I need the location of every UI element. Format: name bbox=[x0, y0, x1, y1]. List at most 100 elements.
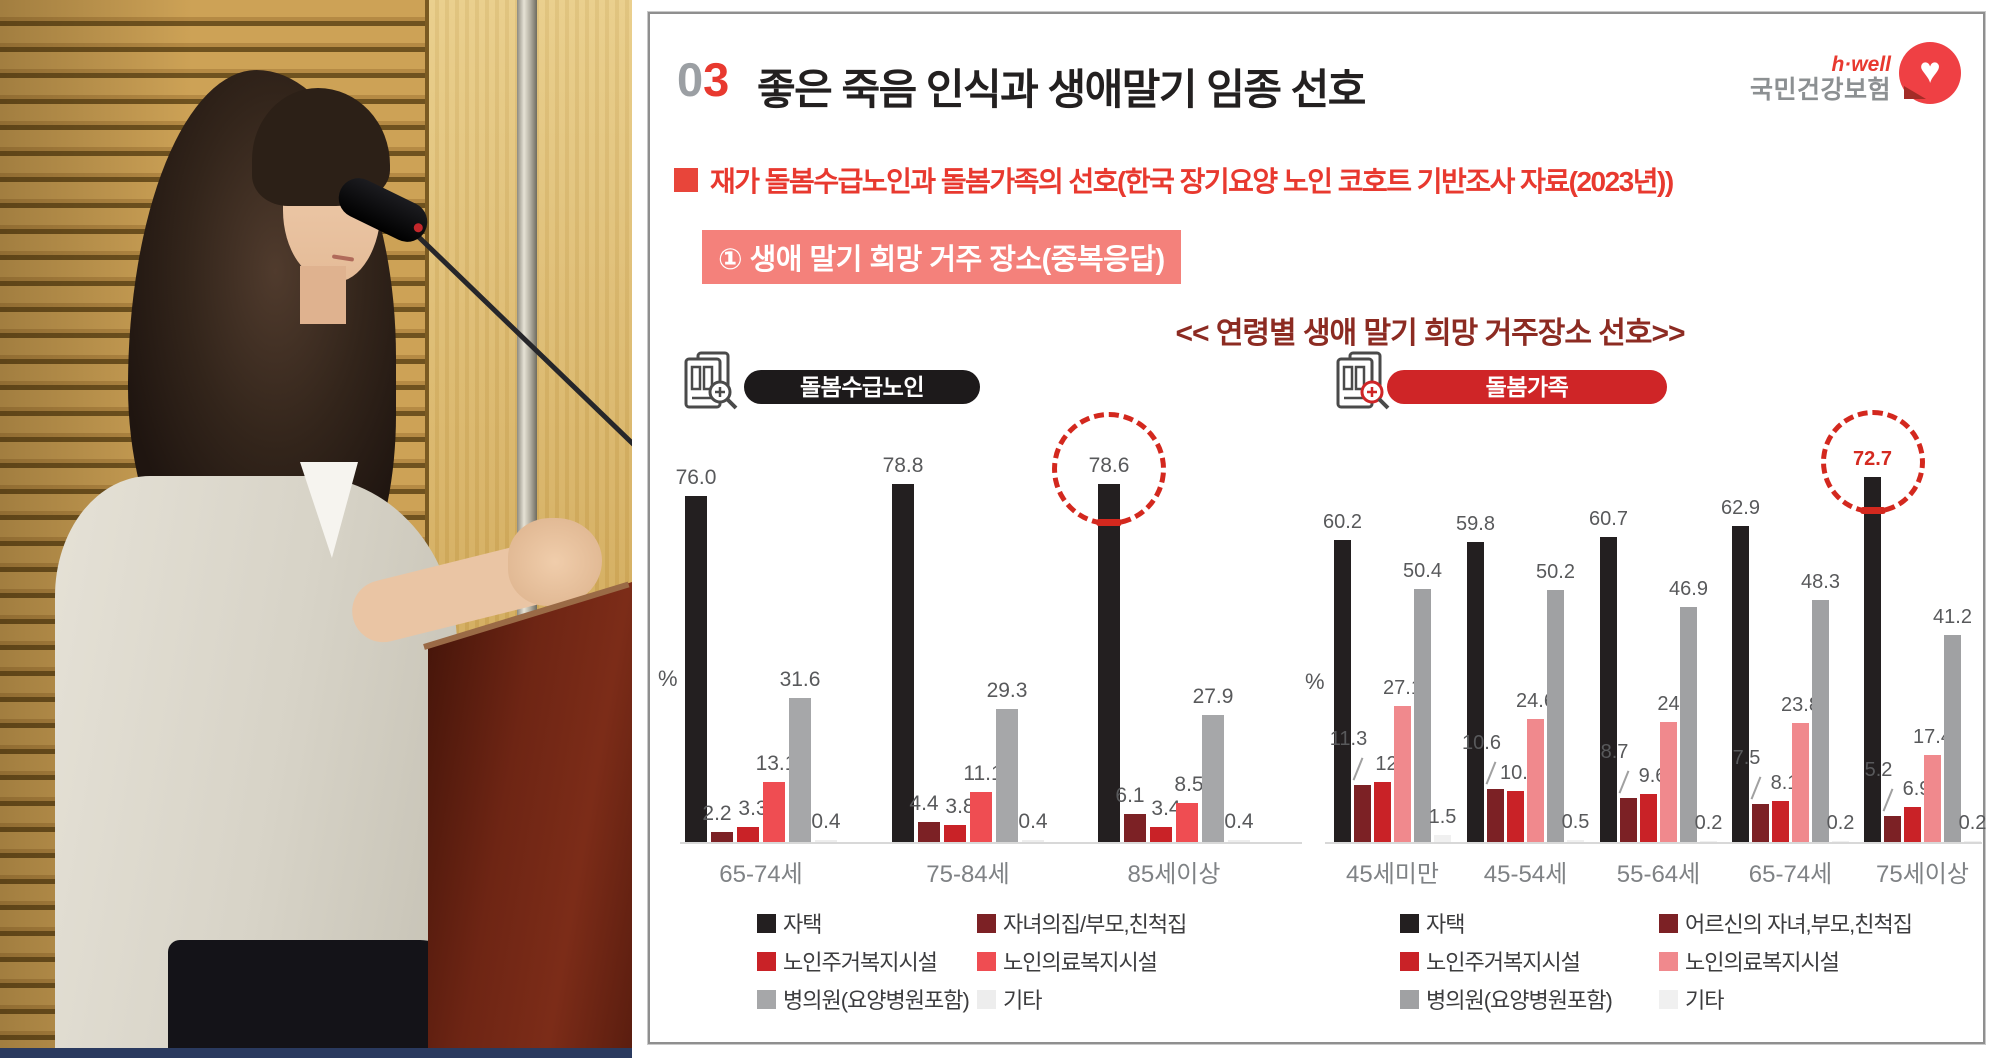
highlight-circle bbox=[1820, 410, 1925, 515]
bar bbox=[970, 791, 992, 842]
legend-swatch bbox=[1400, 951, 1419, 971]
legend-label: 노인의료복지시설 bbox=[1685, 950, 1840, 975]
bar bbox=[685, 496, 707, 842]
bar-value-label: 2.2 bbox=[702, 802, 732, 825]
bar bbox=[1547, 590, 1564, 842]
speaker-photo bbox=[0, 0, 632, 1058]
bar-value-label: 0.2 bbox=[1826, 811, 1855, 834]
bar bbox=[1202, 715, 1224, 842]
highlight-dash bbox=[1096, 519, 1122, 527]
bar bbox=[1414, 589, 1431, 842]
category-label: 45세미만 bbox=[1346, 861, 1439, 888]
bar bbox=[1150, 826, 1172, 842]
highlight-circle bbox=[1052, 412, 1166, 527]
survey-magnifier-icon bbox=[684, 351, 738, 410]
category-label: 55-64세 bbox=[1616, 861, 1701, 888]
bar-value-label: 13.1 bbox=[755, 752, 797, 776]
bar-value-label: 76.0 bbox=[675, 466, 717, 490]
bar-value-label: 1.5 bbox=[1428, 805, 1457, 828]
bar-value-label: 4.4 bbox=[909, 792, 939, 815]
bar bbox=[1467, 541, 1484, 842]
bar-value-label: 8.5 bbox=[1174, 773, 1204, 797]
bar-value-label: 24 bbox=[1657, 692, 1680, 715]
legend-item: 자택 bbox=[1400, 907, 1465, 939]
legend-item: 노인주거복지시설 bbox=[757, 945, 938, 977]
bar bbox=[1640, 793, 1657, 842]
legend-label: 노인의료복지시설 bbox=[1003, 950, 1158, 975]
brand-logo-text: h·well 국민건강보험 bbox=[1750, 53, 1891, 105]
bar-value-label: 50.4 bbox=[1403, 560, 1442, 582]
legend-item: 노인의료복지시설 bbox=[1659, 945, 1840, 977]
legend-swatch bbox=[1400, 913, 1419, 933]
bar bbox=[1884, 815, 1901, 842]
bar-value-label: 6.9 bbox=[1902, 778, 1931, 801]
legend-label: 병의원(요양병원포함) bbox=[1426, 988, 1613, 1013]
brand-name: h·well bbox=[1831, 53, 1891, 76]
bar bbox=[1832, 840, 1849, 842]
legend-label: 노인주거복지시설 bbox=[1426, 950, 1581, 975]
category-label: 75-84세 bbox=[926, 861, 1010, 888]
category-label: 65-74세 bbox=[719, 861, 803, 888]
bar-value-label: 3.3 bbox=[738, 797, 768, 820]
bar-value-label: 3.8 bbox=[945, 794, 975, 818]
bar bbox=[1527, 718, 1544, 842]
bar bbox=[1394, 706, 1411, 842]
bar bbox=[1620, 798, 1637, 842]
bar bbox=[1792, 722, 1809, 842]
bar bbox=[1964, 840, 1981, 842]
legend-item: 기타 bbox=[977, 983, 1042, 1015]
square-bullet-icon bbox=[674, 168, 698, 192]
legend-item: 기타 bbox=[1659, 983, 1724, 1015]
bar-value-label: 6.1 bbox=[1115, 784, 1145, 808]
bar-value-label: 0.2 bbox=[1694, 811, 1723, 834]
legend-swatch bbox=[1659, 989, 1678, 1009]
bar bbox=[1507, 791, 1524, 842]
brand-logo: h·well 국민건강보험 ♥ bbox=[1750, 42, 1961, 104]
legend-care-recipients: 자택 노인주거복지시설 병의원(요양병원포함) 자녀의집/부모,친척집 노인의료복지시설… bbox=[757, 907, 1357, 1027]
chart-group-label-caregiver-family: 돌봄가족 bbox=[1387, 370, 1667, 404]
legend-swatch bbox=[757, 989, 776, 1009]
category-label: 75세이상 bbox=[1876, 861, 1969, 888]
bar bbox=[1660, 721, 1677, 842]
legend-label: 병의원(요양병원포함) bbox=[783, 988, 970, 1013]
bar-value-label: 7.5 bbox=[1732, 747, 1761, 770]
bar bbox=[1812, 599, 1829, 842]
bar bbox=[996, 708, 1018, 842]
bar-value-label: 10.6 bbox=[1462, 731, 1501, 754]
bar bbox=[1374, 781, 1391, 842]
legend-item: 병의원(요양병원포함) bbox=[1400, 983, 1613, 1015]
legend-label: 노인주거복지시설 bbox=[783, 950, 938, 975]
category-label: 85세이상 bbox=[1127, 861, 1221, 888]
bar bbox=[1772, 801, 1789, 842]
bar bbox=[1487, 788, 1504, 842]
bar-value-label: 27.1 bbox=[1383, 677, 1422, 699]
bar bbox=[1354, 785, 1371, 842]
label-leader-line bbox=[1618, 770, 1629, 794]
bar bbox=[1924, 754, 1941, 842]
bar-value-label: 0.5 bbox=[1561, 810, 1590, 833]
category-label: 45-54세 bbox=[1483, 861, 1568, 888]
category-label: 65-74세 bbox=[1748, 861, 1833, 888]
bar-value-label: 59.8 bbox=[1456, 512, 1495, 535]
presentation-slide: 03 좋은 죽음 인식과 생애말기 임종 선호 h·well 국민건강보험 ♥ … bbox=[648, 12, 1987, 1044]
section-number: 03 bbox=[677, 52, 729, 107]
bar-value-label: 62.9 bbox=[1721, 497, 1760, 520]
legend-swatch bbox=[1659, 951, 1678, 971]
legend-item: 어르신의 자녀,부모,친척집 bbox=[1659, 907, 1913, 939]
bar bbox=[1864, 477, 1881, 842]
bar-value-label: 50.2 bbox=[1536, 561, 1575, 583]
bar bbox=[1567, 839, 1584, 842]
bar-value-label: 0.2 bbox=[1958, 811, 1987, 834]
bar-value-label: 0.4 bbox=[811, 810, 841, 834]
bar-value-label: 23.8 bbox=[1781, 693, 1820, 716]
bar bbox=[1600, 537, 1617, 842]
bar-value-label: 8.1 bbox=[1770, 772, 1799, 795]
photo-bottom-strip bbox=[0, 1048, 632, 1058]
bar bbox=[1228, 840, 1250, 842]
bar-value-label: 0.4 bbox=[1224, 810, 1254, 834]
bar-value-label: 3.4 bbox=[1151, 796, 1181, 820]
bar bbox=[1700, 840, 1717, 842]
bar-value-label: 12 bbox=[1375, 752, 1398, 775]
heart-icon: ♥ bbox=[1899, 42, 1961, 104]
